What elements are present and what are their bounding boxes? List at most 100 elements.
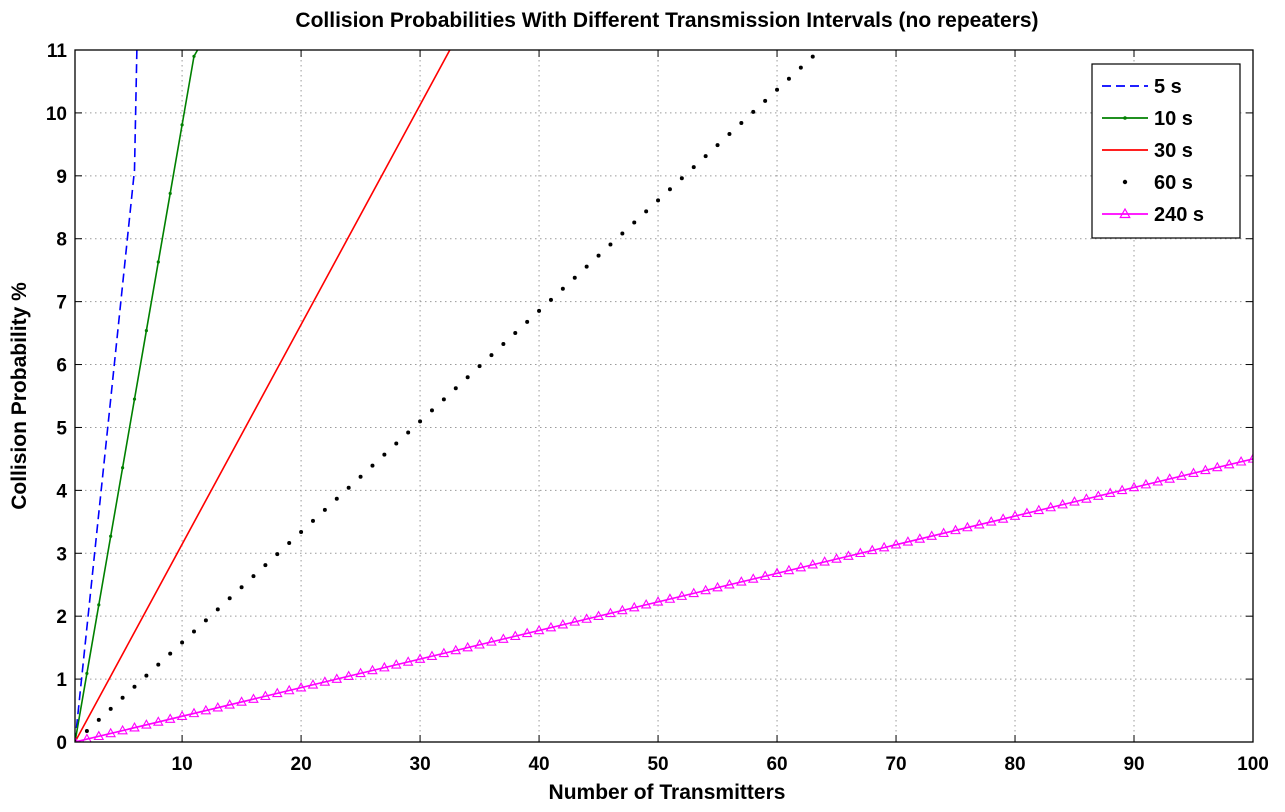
data-point-marker — [751, 109, 756, 114]
data-point-marker — [85, 671, 89, 676]
data-point-marker — [334, 496, 339, 501]
data-point-marker — [299, 529, 304, 534]
data-point-marker — [129, 721, 140, 732]
y-tick-label: 9 — [56, 167, 67, 188]
data-point-marker — [263, 563, 268, 568]
x-tick-label: 20 — [291, 754, 312, 775]
legend-item: 10 s — [1102, 108, 1193, 130]
data-point-marker — [831, 553, 842, 563]
legend-marker-sample — [1123, 116, 1127, 120]
data-point-marker — [343, 670, 354, 681]
data-point-marker — [319, 676, 331, 686]
data-point-marker — [108, 706, 113, 711]
data-point-marker — [414, 653, 426, 663]
data-point-marker — [283, 684, 295, 695]
data-point-marker — [736, 576, 747, 586]
data-point-marker — [775, 87, 780, 92]
data-point-marker — [786, 76, 791, 81]
x-tick-label: 50 — [647, 754, 668, 775]
data-point-marker — [712, 581, 723, 592]
data-point-marker — [1247, 453, 1253, 463]
data-point-marker — [1009, 510, 1021, 520]
data-point-marker — [810, 54, 815, 59]
data-point-marker — [902, 536, 914, 546]
data-point-marker — [191, 629, 196, 634]
x-tick-label: 10 — [172, 754, 193, 775]
data-point-marker — [355, 667, 366, 678]
data-point-marker — [287, 541, 292, 546]
y-tick-label: 4 — [56, 481, 67, 502]
data-point-marker — [486, 636, 497, 646]
data-point-marker — [572, 275, 577, 280]
data-point-marker — [271, 687, 283, 698]
data-point-marker — [394, 441, 399, 446]
legend-item: 60 s — [1122, 172, 1193, 194]
data-point-marker — [513, 330, 518, 335]
data-point-marker — [724, 578, 735, 589]
data-point-marker — [676, 590, 688, 600]
data-point-marker — [1188, 467, 1199, 477]
legend-label: 60 s — [1154, 172, 1193, 194]
legend-marker-sample — [1122, 179, 1128, 185]
data-point-marker — [644, 209, 649, 214]
grid-lines — [75, 50, 1253, 742]
y-tick-label: 6 — [56, 356, 67, 377]
data-point-marker — [1045, 501, 1057, 512]
data-point-marker — [700, 584, 711, 595]
series-10s — [75, 50, 199, 742]
data-point-marker — [180, 640, 185, 645]
data-point-marker — [390, 659, 402, 669]
data-point-marker — [239, 585, 244, 590]
data-point-marker — [1128, 481, 1140, 492]
data-point-marker — [465, 375, 470, 380]
data-point-marker — [75, 736, 79, 742]
data-point-marker — [703, 154, 708, 159]
data-point-marker — [739, 120, 744, 125]
chart-title: Collision Probabilities With Different T… — [295, 9, 1038, 32]
data-point-marker — [105, 727, 117, 738]
data-point-marker — [843, 550, 854, 560]
data-point-marker — [96, 717, 101, 722]
data-point-marker — [667, 187, 672, 192]
data-point-marker — [192, 54, 196, 58]
data-point-marker — [418, 419, 423, 424]
data-point-marker — [180, 123, 184, 127]
data-point-marker — [1069, 496, 1080, 506]
plot-frame — [74, 49, 1254, 743]
data-point-marker — [652, 596, 664, 606]
data-point-marker — [632, 220, 637, 225]
legend-label: 10 s — [1154, 108, 1193, 130]
x-tick-label: 90 — [1123, 754, 1144, 775]
data-point-marker — [628, 601, 640, 612]
data-point-marker — [164, 713, 176, 723]
data-point-marker — [605, 607, 616, 618]
y-tick-label: 11 — [47, 41, 68, 62]
x-tick-label: 70 — [885, 754, 906, 775]
data-point-marker — [521, 627, 533, 638]
data-point-marker — [1116, 484, 1128, 495]
y-tick-label: 10 — [46, 104, 67, 125]
data-point-marker — [109, 534, 113, 538]
y-tick-label: 3 — [56, 544, 67, 565]
data-point-marker — [1140, 478, 1152, 489]
series-line — [75, 50, 138, 742]
series-line — [75, 458, 1253, 742]
legend: 5 s 10 s 30 s 60 s 240 s — [1091, 63, 1241, 239]
data-point-marker — [819, 556, 830, 566]
series-5s — [75, 50, 138, 742]
data-point-marker — [974, 518, 985, 529]
data-point-marker — [358, 474, 363, 479]
data-point-marker — [117, 724, 128, 735]
data-point-marker — [593, 610, 604, 620]
data-point-marker — [370, 463, 375, 468]
data-point-marker — [260, 690, 271, 701]
data-point-marker — [1057, 498, 1068, 509]
data-point-marker — [664, 593, 676, 603]
data-series — [75, 50, 1253, 742]
data-point-marker — [236, 696, 247, 706]
data-point-marker — [679, 176, 684, 181]
x-axis-label: Number of Transmitters — [549, 781, 786, 804]
x-tick-label: 100 — [1237, 754, 1269, 775]
